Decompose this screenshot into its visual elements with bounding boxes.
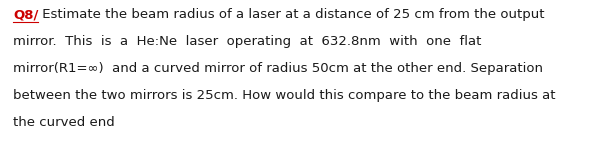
Text: the curved end: the curved end xyxy=(13,116,115,129)
Text: Estimate the beam radius of a laser at a distance of 25 cm from the output: Estimate the beam radius of a laser at a… xyxy=(38,8,545,21)
Text: mirror.  This  is  a  He:Ne  laser  operating  at  632.8nm  with  one  flat: mirror. This is a He:Ne laser operating … xyxy=(13,35,481,48)
Text: Q8/: Q8/ xyxy=(13,8,38,21)
Text: between the two mirrors is 25cm. How would this compare to the beam radius at: between the two mirrors is 25cm. How wou… xyxy=(13,89,556,102)
Text: mirror(R1=∞)  and a curved mirror of radius 50cm at the other end. Separation: mirror(R1=∞) and a curved mirror of radi… xyxy=(13,62,543,75)
